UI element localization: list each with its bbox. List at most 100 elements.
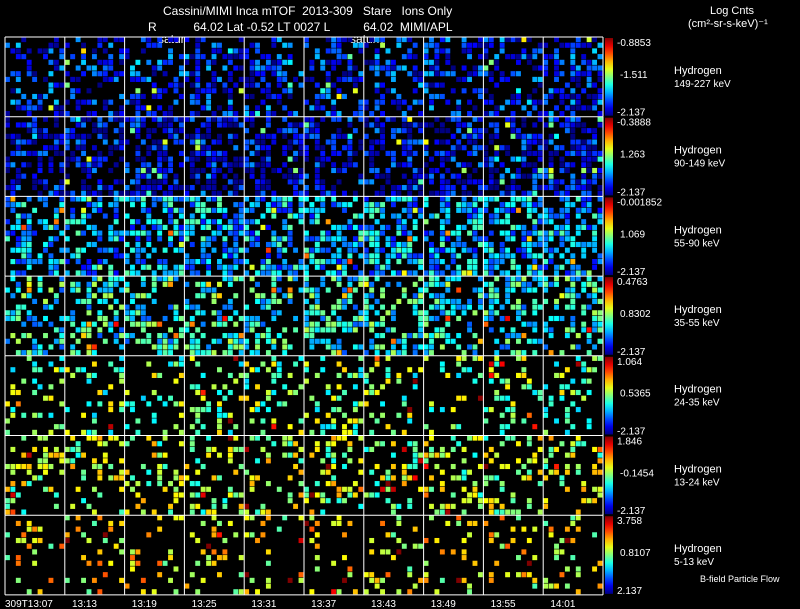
heatmap-cell: [59, 469, 65, 475]
heatmap-cell: [10, 139, 16, 145]
heatmap-cell: [401, 429, 407, 435]
heatmap-cell: [43, 247, 48, 253]
heatmap-cell: [184, 259, 190, 265]
heatmap-cell: [342, 162, 347, 168]
heatmap-cell: [86, 333, 92, 339]
heatmap-cell: [521, 321, 527, 327]
heatmap-cell: [189, 173, 195, 179]
heatmap-cell: [331, 395, 337, 401]
heatmap-cell: [108, 185, 114, 191]
heatmap-cell: [189, 424, 195, 430]
heatmap-cell: [320, 196, 326, 202]
heatmap-cell: [390, 310, 396, 316]
heatmap-cell: [477, 463, 483, 470]
heatmap-cell: [238, 219, 244, 225]
heatmap-cell: [445, 179, 451, 185]
heatmap-cell: [314, 372, 320, 378]
heatmap-cell: [450, 259, 456, 265]
heatmap-cell: [173, 219, 179, 225]
heatmap-cell: [532, 173, 538, 179]
heatmap-cell: [461, 458, 467, 464]
heatmap-cell: [532, 458, 538, 464]
heatmap-cell: [423, 236, 429, 242]
heatmap-cell: [189, 230, 195, 236]
heatmap-cell: [298, 264, 304, 270]
heatmap-cell: [108, 560, 114, 566]
heatmap-cell: [358, 321, 364, 327]
heatmap-cell: [282, 150, 288, 156]
heatmap-cell: [390, 270, 396, 276]
heatmap-cell: [461, 247, 467, 253]
heatmap-cell: [233, 145, 239, 151]
heatmap-cell: [157, 185, 163, 191]
heatmap-cell: [581, 145, 587, 151]
heatmap-cell: [102, 37, 108, 43]
heatmap-cell: [369, 139, 375, 145]
heatmap-cell: [200, 133, 206, 139]
heatmap-cell: [461, 196, 467, 202]
heatmap-cell: [439, 207, 445, 213]
heatmap-cell: [369, 293, 375, 299]
heatmap-cell: [586, 145, 592, 151]
heatmap-cell: [309, 333, 315, 339]
heatmap-cell: [450, 549, 456, 555]
heatmap-cell: [352, 247, 358, 253]
heatmap-cell: [271, 230, 277, 236]
heatmap-cell: [592, 37, 598, 43]
heatmap-cell: [477, 179, 483, 185]
heatmap-cell: [472, 196, 478, 202]
heatmap-cell: [124, 338, 130, 344]
heatmap-cell: [26, 281, 32, 287]
heatmap-cell: [43, 150, 48, 156]
heatmap-cell: [401, 150, 407, 156]
heatmap-cell: [543, 577, 549, 583]
heatmap-cell: [10, 492, 16, 498]
heatmap-cell: [211, 230, 217, 236]
heatmap-cell: [124, 196, 130, 202]
heatmap-cell: [233, 532, 239, 538]
heatmap-cell: [222, 304, 228, 310]
heatmap-cell: [586, 37, 592, 43]
heatmap-cell: [543, 139, 549, 145]
heatmap-cell: [570, 441, 576, 447]
heatmap-cell: [276, 167, 282, 174]
heatmap-cell: [314, 167, 320, 174]
heatmap-cell: [119, 196, 125, 202]
heatmap-cell: [173, 173, 179, 179]
heatmap-cell: [532, 526, 538, 532]
heatmap-cell: [173, 99, 179, 105]
heatmap-cell: [314, 259, 320, 265]
heatmap-cell: [53, 122, 59, 128]
heatmap-cell: [227, 133, 233, 139]
heatmap-cell: [151, 441, 157, 447]
heatmap-cell: [418, 207, 424, 213]
heatmap-cell: [211, 48, 217, 54]
heatmap-cell: [347, 441, 353, 447]
heatmap-cell: [488, 446, 494, 453]
heatmap-cell: [418, 293, 424, 299]
heatmap-cell: [336, 338, 342, 344]
heatmap-cell: [75, 350, 81, 356]
heatmap-cell: [516, 555, 521, 561]
heatmap-cell: [81, 532, 86, 538]
heatmap-cell: [494, 59, 500, 65]
heatmap-cell: [233, 133, 239, 139]
heatmap-cell: [456, 361, 462, 367]
heatmap-cell: [412, 224, 418, 230]
heatmap-cell: [331, 139, 337, 145]
heatmap-cell: [32, 378, 38, 384]
heatmap-cell: [75, 65, 81, 71]
heatmap-cell: [548, 452, 554, 458]
heatmap-cell: [75, 105, 81, 111]
heatmap-cell: [5, 196, 10, 202]
heatmap-cell: [342, 236, 347, 242]
heatmap-cell: [287, 577, 293, 583]
heatmap-cell: [173, 304, 179, 310]
heatmap-cell: [488, 185, 494, 191]
heatmap-cell: [401, 185, 407, 191]
heatmap-cell: [581, 139, 587, 145]
heatmap-cell: [516, 156, 521, 162]
heatmap-cell: [483, 162, 489, 168]
heatmap-cell: [586, 389, 592, 396]
heatmap-cell: [244, 372, 250, 378]
